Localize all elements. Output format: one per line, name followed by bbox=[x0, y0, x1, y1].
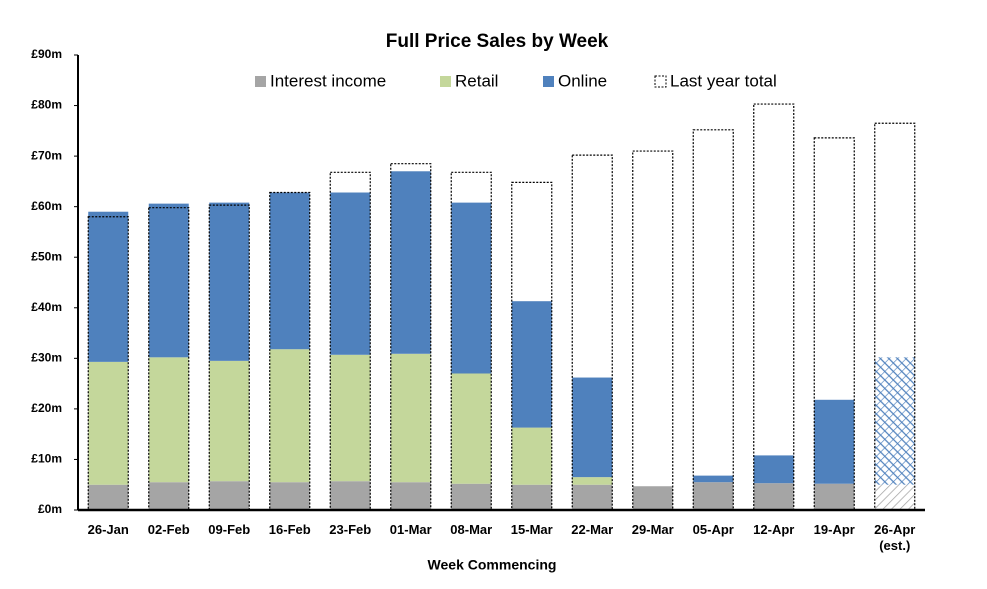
bar-segment bbox=[330, 192, 371, 355]
bar-segment bbox=[874, 357, 915, 485]
last-year-outline bbox=[692, 129, 734, 511]
x-tick-label: 12-Apr bbox=[753, 522, 795, 537]
bar-segment bbox=[390, 482, 431, 510]
bar-segment bbox=[390, 353, 431, 483]
y-tick-label: £40m bbox=[31, 300, 62, 314]
bar-segment bbox=[511, 301, 552, 428]
bar-segment bbox=[693, 475, 734, 483]
x-axis-title: Week Commencing bbox=[428, 557, 557, 573]
y-tick-label: £0m bbox=[38, 502, 62, 516]
x-tick-label: 26-Jan bbox=[87, 522, 129, 537]
legend-swatch bbox=[255, 76, 266, 87]
last-year-outline bbox=[632, 150, 674, 511]
y-tick-label: £20m bbox=[31, 401, 62, 415]
bar-segment bbox=[148, 203, 189, 358]
x-tick-label: 26-Apr (est.) bbox=[874, 522, 916, 553]
bar-segment bbox=[148, 482, 189, 510]
last-year-outline bbox=[87, 216, 129, 511]
x-tick-label: 15-Mar bbox=[510, 522, 553, 537]
legend-label: Last year total bbox=[670, 71, 777, 90]
x-tick-label: 22-Mar bbox=[571, 522, 614, 537]
bar-segment bbox=[632, 486, 673, 510]
bar-segment bbox=[209, 360, 250, 482]
x-tick-label: 16-Feb bbox=[268, 522, 311, 537]
bar-segment bbox=[572, 377, 613, 478]
y-tick-label: £60m bbox=[31, 199, 62, 213]
bar-segment bbox=[451, 483, 492, 510]
y-tick-label: £80m bbox=[31, 98, 62, 112]
y-tick-label: £10m bbox=[31, 452, 62, 466]
bar-segment bbox=[874, 484, 915, 510]
bar-segment bbox=[269, 192, 310, 350]
bar-segment bbox=[451, 373, 492, 484]
bar-segment bbox=[88, 484, 129, 510]
bar-segment bbox=[148, 357, 189, 483]
bar-segment bbox=[753, 455, 794, 484]
bar-segment bbox=[269, 349, 310, 483]
bar-segment bbox=[814, 399, 855, 484]
x-tick-label: 05-Apr bbox=[692, 522, 734, 537]
legend-swatch bbox=[654, 75, 667, 88]
bar-segment bbox=[511, 427, 552, 485]
bar-segment bbox=[572, 484, 613, 510]
bar-segment bbox=[753, 483, 794, 510]
legend-swatch bbox=[543, 76, 554, 87]
bar-segment bbox=[451, 202, 492, 374]
bar-segment bbox=[209, 481, 250, 510]
legend-swatch bbox=[440, 76, 451, 87]
last-year-outline bbox=[511, 181, 553, 511]
bar-segment bbox=[814, 483, 855, 510]
y-tick-label: £90m bbox=[31, 47, 62, 61]
last-year-outline bbox=[753, 103, 795, 511]
x-tick-label: 02-Feb bbox=[147, 522, 190, 537]
y-tick-label: £30m bbox=[31, 351, 62, 365]
legend-label: Retail bbox=[455, 71, 498, 90]
x-tick-label: 19-Apr bbox=[813, 522, 855, 537]
bar-segment bbox=[88, 211, 129, 362]
chart-title: Full Price Sales by Week bbox=[386, 31, 609, 52]
bar-segment bbox=[330, 354, 371, 482]
legend-label: Interest income bbox=[270, 71, 386, 90]
bar-segment bbox=[88, 361, 129, 485]
x-tick-label: 01-Mar bbox=[389, 522, 432, 537]
bar-segment bbox=[511, 484, 552, 510]
bar-segment bbox=[390, 171, 431, 354]
y-tick-label: £50m bbox=[31, 249, 62, 263]
legend-label: Online bbox=[558, 71, 607, 90]
x-tick-label: 08-Mar bbox=[450, 522, 493, 537]
bar-segment bbox=[209, 202, 250, 361]
bar-segment bbox=[269, 482, 310, 510]
x-tick-label: 09-Feb bbox=[208, 522, 251, 537]
bar-segment bbox=[693, 482, 734, 510]
bar-segment bbox=[572, 477, 613, 485]
y-tick-label: £70m bbox=[31, 148, 62, 162]
bar-segment bbox=[330, 481, 371, 510]
x-tick-label: 23-Feb bbox=[329, 522, 372, 537]
x-tick-label: 29-Mar bbox=[631, 522, 674, 537]
